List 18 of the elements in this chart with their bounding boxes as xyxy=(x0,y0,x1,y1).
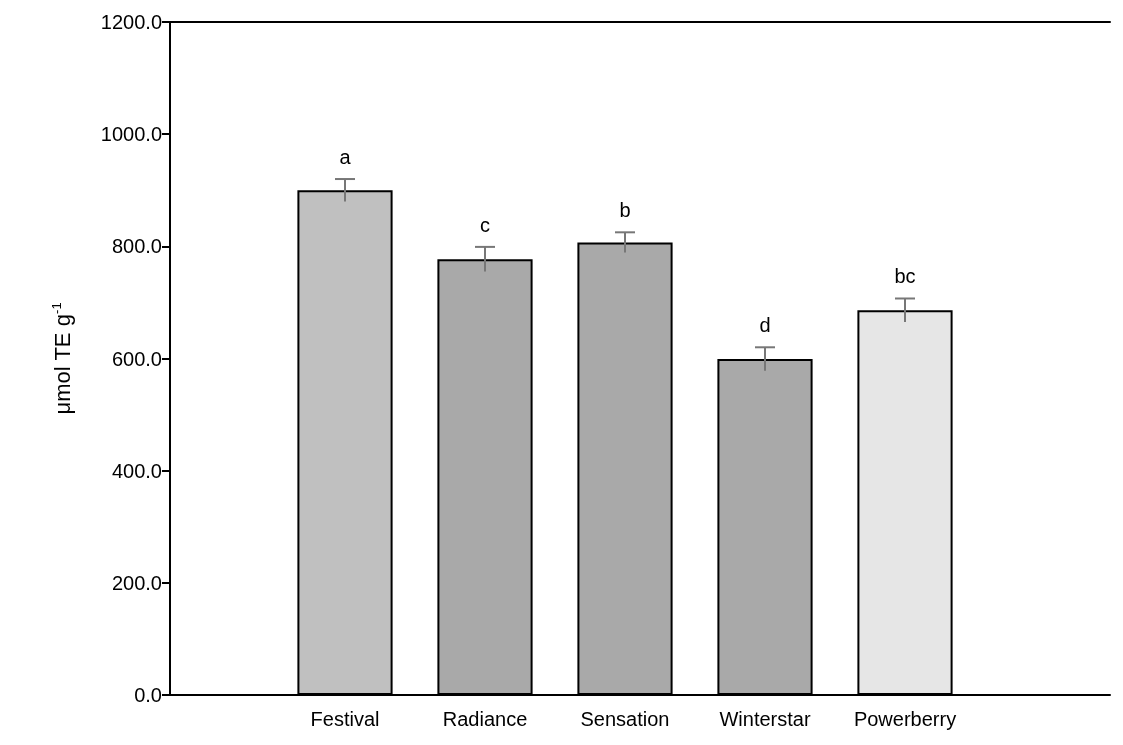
y-tick-label: 1200.0 xyxy=(100,11,162,33)
annotation: b xyxy=(619,199,631,222)
annotation: bc xyxy=(894,265,916,288)
y-axis-title: μmol TE g-1 xyxy=(49,302,75,415)
y-tick-label: 400.0 xyxy=(111,459,162,482)
x-tick-label: Radiance xyxy=(442,708,528,730)
y-tick-label: 1000.0 xyxy=(100,123,162,146)
y-tick-label: 800.0 xyxy=(111,235,162,258)
y-tick-label: 0.0 xyxy=(134,684,162,706)
y-tick-label: 200.0 xyxy=(111,571,162,594)
annotation: a xyxy=(339,146,352,169)
x-tick-label: Festival xyxy=(310,708,380,730)
x-tick-label: Winterstar xyxy=(719,708,811,730)
x-tick-label: Powerberry xyxy=(853,708,957,730)
y-tick-label: 600.0 xyxy=(111,347,162,370)
annotation: d xyxy=(759,314,771,337)
annotation: c xyxy=(480,213,490,236)
x-tick-label: Sensation xyxy=(580,708,670,730)
